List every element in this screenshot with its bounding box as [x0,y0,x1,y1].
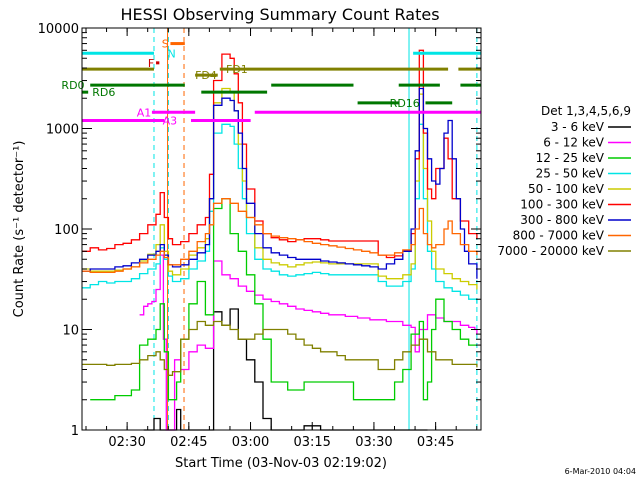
flag-bars: SN F FD1 FD4 RD0 RD6 RD16 A1 A3 [61,38,481,128]
legend-label-100-300-kev: 100 - 300 keV [520,198,604,212]
y-tick-label: 1 [71,424,79,439]
legend-label-25-50-kev: 25 - 50 keV [536,167,605,181]
x-tick-label: 02:45 [170,435,207,450]
legend-label-7000-20000-kev: 7000 - 20000 keV [497,244,604,258]
flag-label-s: S [162,38,169,51]
y-tick-label: 1000 [46,123,79,138]
x-axis-label: Start Time (03-Nov-03 02:19:02) [175,456,387,471]
y-axis-label: Count Rate (s⁻¹ detector⁻¹) [12,141,27,318]
flag-label-f: F [148,57,154,70]
x-tick-label: 02:30 [108,435,145,450]
x-axis-ticks: 02:30 02:45 03:00 03:15 03:30 03:45 [85,28,478,450]
legend-label-12-25-kev: 12 - 25 keV [536,151,605,165]
flag-label-fd4: FD4 [195,69,217,82]
flag-label-rd16: RD16 [390,97,420,110]
series-line-100-300-kev [82,49,478,259]
flag-label-n: N [168,47,176,60]
x-tick-label: 03:30 [355,435,392,450]
legend-label-800-7000-kev: 800 - 7000 keV [513,229,605,243]
y-tick-label: 100 [54,223,79,238]
y-axis-ticks: 1 10 100 1000 10000 [38,22,481,439]
timestamp: 6-Mar-2010 04:04 [565,467,636,476]
legend-title: Det 1,3,4,5,6,9 [541,104,631,118]
legend-label-300-800-kev: 300 - 800 keV [520,213,604,227]
flag-label-fd1: FD1 [226,63,248,76]
chart-title: HESSI Observing Summary Count Rates [120,5,439,24]
flag-label-rd0: RD0 [61,79,84,92]
series-line-25-50-kev [82,123,478,304]
legend-label-6-12-kev: 6 - 12 keV [543,136,605,150]
vertical-markers [153,28,478,430]
series-line-6-12-kev [139,254,478,431]
series-line-7000-20000-kev [82,320,478,376]
flag-label-rd6: RD6 [92,86,115,99]
y-tick-label: 10 [62,324,79,339]
y-tick-label: 10000 [38,22,79,37]
legend-label-3-6-kev: 3 - 6 keV [551,120,605,134]
series-lines [82,49,478,431]
flag-label-a1: A1 [137,106,152,119]
legend-label-50-100-kev: 50 - 100 keV [528,182,605,196]
x-tick-label: 03:45 [417,435,454,450]
x-tick-label: 03:00 [232,435,269,450]
series-line-12-25-kev [90,198,477,401]
flag-label-a3: A3 [163,115,178,128]
x-tick-label: 03:15 [293,435,330,450]
series-line-300-800-kev [82,87,478,279]
series-line-50-100-kev [82,87,478,290]
series-line-800-7000-kev [82,198,478,274]
